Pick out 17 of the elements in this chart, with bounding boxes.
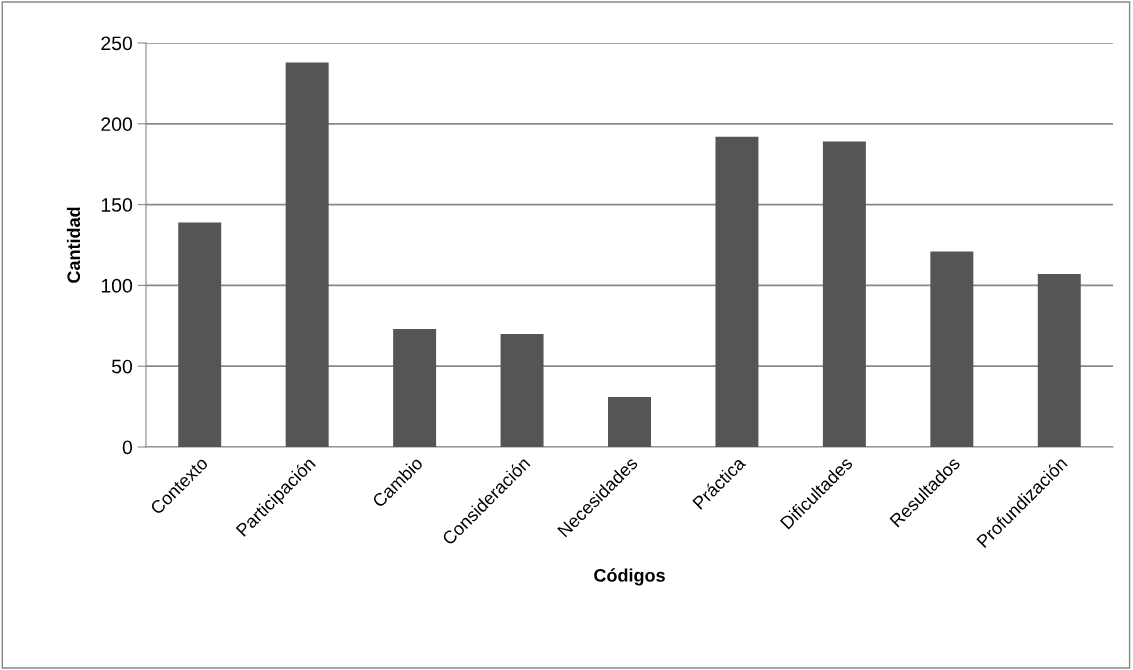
y-tick-label: 250: [101, 36, 133, 51]
x-axis-title: Códigos: [594, 568, 665, 586]
bar: [500, 333, 544, 447]
y-tick-label: 0: [122, 440, 133, 455]
bar: [930, 251, 974, 447]
bar: [1037, 274, 1081, 447]
bar: [393, 329, 437, 447]
y-tick-label: 150: [101, 198, 133, 212]
y-tick-label: 50: [111, 359, 133, 374]
bar: [608, 396, 651, 447]
y-axis-title: Cantidad: [66, 207, 81, 283]
y-tick-label: 200: [101, 117, 133, 132]
bar: [822, 141, 866, 447]
y-tick-label: 100: [101, 278, 133, 293]
bar: [178, 222, 222, 447]
bar: [715, 136, 759, 447]
bar: [285, 62, 329, 447]
